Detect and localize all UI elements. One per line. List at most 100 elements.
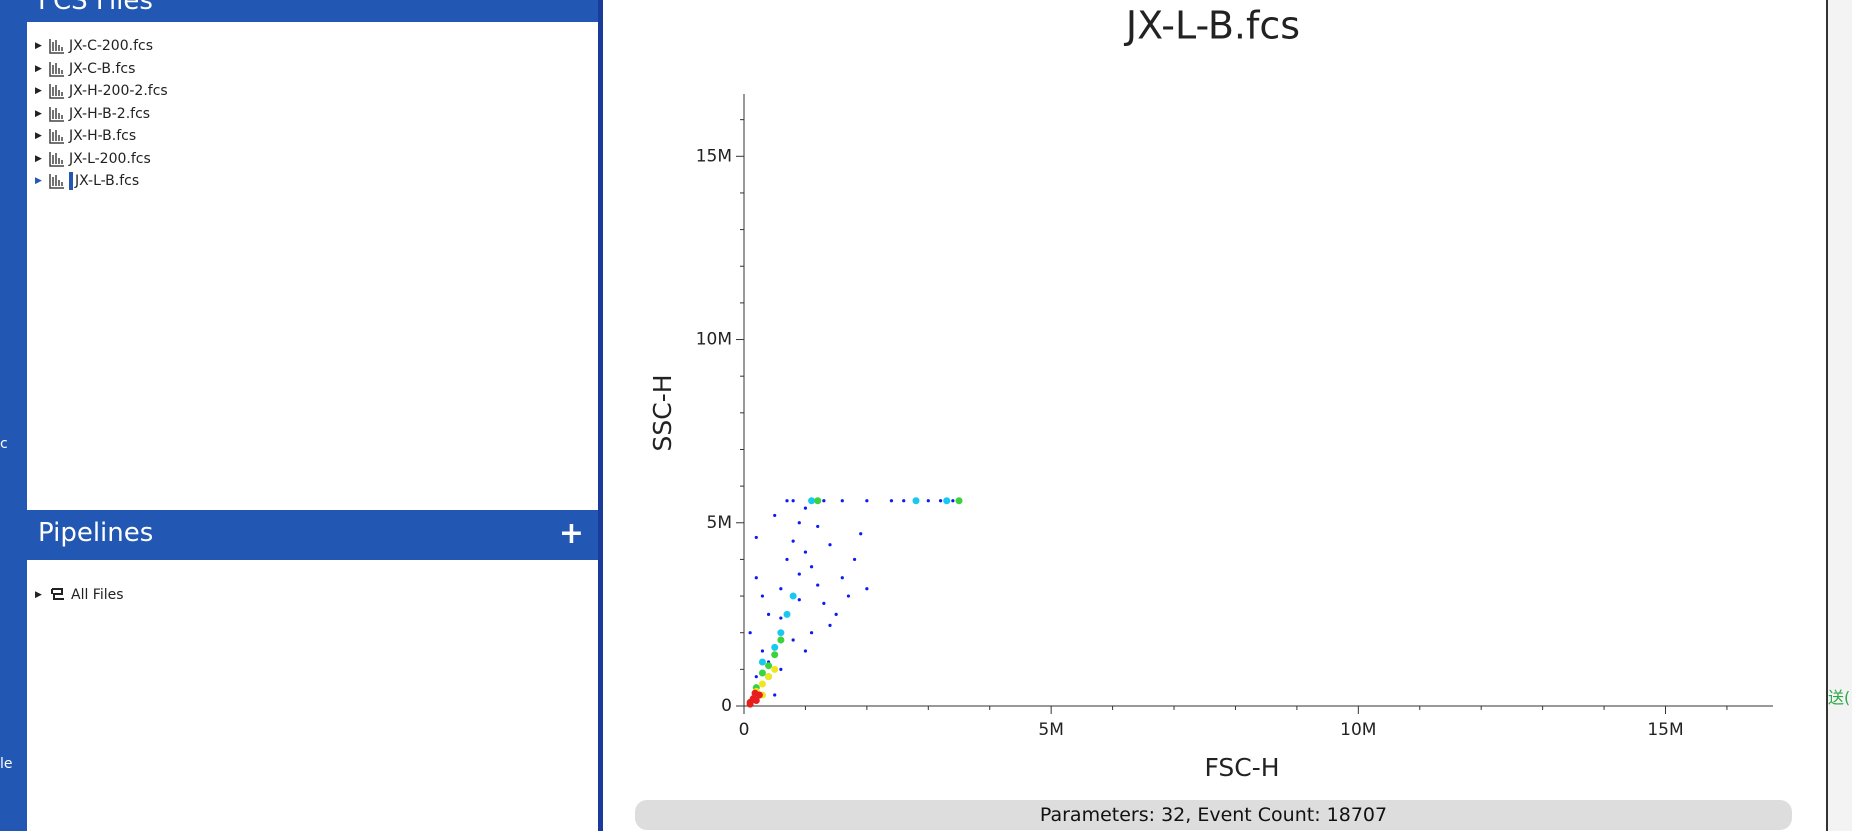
- point: [840, 576, 844, 580]
- point: [865, 587, 869, 591]
- point: [834, 612, 838, 616]
- point: [840, 499, 844, 503]
- file-item[interactable]: ▶ JX-C-B.fcs: [35, 59, 135, 79]
- point: [808, 497, 816, 505]
- file-item[interactable]: ▶ JX-C-200.fcs: [35, 36, 153, 56]
- y-tick-label: 0: [721, 696, 732, 716]
- file-item[interactable]: ▶ JX-H-B.fcs: [35, 126, 136, 146]
- file-item[interactable]: ▶ JX-L-B.fcs: [35, 171, 139, 191]
- point: [803, 649, 808, 653]
- y-tick-label: 5M: [707, 513, 732, 533]
- item-label: All Files: [71, 587, 124, 603]
- point: [777, 629, 785, 637]
- point: [822, 601, 826, 605]
- point: [938, 499, 943, 503]
- y-axis-label: SSC-H: [648, 374, 677, 451]
- file-item[interactable]: ▶ JX-L-200.fcs: [35, 149, 151, 169]
- x-tick-label: 10M: [1340, 720, 1376, 740]
- point: [758, 669, 766, 677]
- plot: JX-L-B.fcs FSC-H SSC-H 0 5M 10M 15M 0 5M 10M 15…: [648, 4, 1773, 782]
- add-button[interactable]: +: [558, 516, 584, 551]
- point: [797, 572, 801, 576]
- edge-text: le: [0, 756, 13, 772]
- point: [828, 623, 832, 627]
- x-tick-label: 0: [739, 720, 750, 740]
- point: [785, 499, 789, 503]
- point: [773, 693, 777, 697]
- point: [828, 543, 832, 547]
- point: [754, 535, 758, 540]
- file-icon: [49, 39, 64, 54]
- file-icon: [49, 106, 64, 122]
- point: [816, 524, 820, 529]
- pipeline-icon: [51, 588, 64, 600]
- expand-arrow[interactable]: ▶: [35, 131, 42, 141]
- point: [797, 598, 801, 602]
- side-strip: c le: [0, 0, 27, 831]
- point: [758, 658, 766, 666]
- panel-header: Pipelines +: [27, 510, 598, 560]
- file-item[interactable]: ▶ JX-H-B-2.fcs: [35, 104, 150, 124]
- item-label: JX-H-200-2.fcs: [69, 83, 168, 99]
- panel-header: FCS Files: [27, 0, 598, 22]
- point: [752, 697, 760, 705]
- point: [865, 499, 869, 503]
- item-label: JX-L-200.fcs: [69, 150, 151, 167]
- point: [912, 497, 920, 505]
- point: [758, 680, 766, 688]
- point: [765, 673, 773, 681]
- file-item[interactable]: ▶ JX-H-200-2.fcs: [35, 81, 168, 101]
- point: [809, 565, 814, 569]
- file-icon: [49, 174, 64, 189]
- expand-arrow[interactable]: ▶: [35, 41, 42, 51]
- expand-arrow[interactable]: ▶: [35, 590, 42, 600]
- point: [783, 610, 791, 618]
- point: [765, 662, 773, 670]
- expand-arrow[interactable]: ▶: [35, 108, 42, 119]
- files-panel: FCS Files ▶ JX-C-200.fcs ▶ JX-C-B.fcs ▶ JX-H-…: [27, 0, 598, 510]
- expand-arrow[interactable]: ▶: [35, 176, 42, 186]
- panel-divider: [598, 0, 603, 831]
- point: [816, 583, 820, 587]
- point: [859, 532, 863, 536]
- point: [797, 521, 801, 525]
- point: [889, 499, 894, 503]
- file-icon: [49, 129, 64, 144]
- point: [771, 665, 779, 673]
- item-label: JX-H-B-2.fcs: [69, 105, 151, 122]
- point: [779, 616, 783, 620]
- point: [754, 675, 758, 679]
- pipeline-item[interactable]: ▶ All Files: [35, 585, 124, 605]
- y-tick-label: 15M: [696, 146, 732, 166]
- file-icon: [49, 151, 64, 167]
- point: [771, 643, 779, 651]
- point: [760, 594, 765, 598]
- point: [789, 592, 797, 600]
- point: [777, 636, 785, 644]
- panel-title: Pipelines: [38, 518, 154, 548]
- expand-arrow[interactable]: ▶: [35, 86, 42, 96]
- expand-arrow[interactable]: ▶: [35, 63, 42, 74]
- panel-title: FCS Files: [38, 0, 153, 16]
- file-icon: [49, 61, 64, 77]
- file-icon: [49, 84, 64, 99]
- plot-title: JX-L-B.fcs: [1124, 4, 1300, 48]
- point: [791, 539, 795, 543]
- x-axis-label: FSC-H: [1204, 753, 1279, 782]
- point: [760, 649, 765, 653]
- pipelines-panel: Pipelines + ▶ All Files: [27, 510, 598, 831]
- point: [955, 497, 963, 505]
- point: [902, 499, 906, 503]
- side-panel: 送(: [1826, 0, 1852, 831]
- point: [926, 499, 930, 503]
- edge-text: 送(: [1828, 688, 1851, 707]
- point: [791, 499, 795, 503]
- point: [766, 612, 771, 616]
- point: [803, 506, 808, 510]
- expand-arrow[interactable]: ▶: [35, 153, 42, 164]
- selection-bar: [69, 172, 73, 190]
- point: [943, 497, 951, 505]
- point: [779, 667, 783, 671]
- item-label: JX-C-B.fcs: [69, 60, 136, 77]
